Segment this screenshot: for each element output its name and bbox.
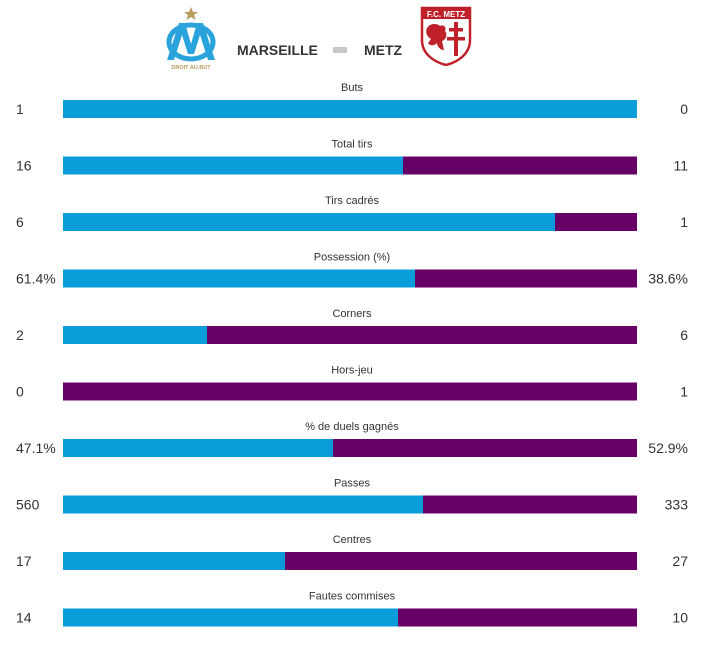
marseille-crest-icon: DROIT AU BUT — [166, 7, 216, 71]
away-bar — [415, 269, 637, 288]
away-bar — [285, 552, 637, 570]
away-value: 1 — [680, 384, 688, 400]
away-value: 10 — [672, 610, 688, 626]
home-bar — [63, 213, 555, 231]
svg-text:DROIT AU BUT: DROIT AU BUT — [171, 65, 211, 71]
away-value: 52.9% — [648, 440, 688, 456]
away-bar — [398, 608, 637, 627]
stat-label: Total tirs — [332, 139, 373, 151]
stat-label: Corners — [332, 308, 372, 320]
away-bar — [63, 382, 637, 401]
home-bar — [63, 156, 403, 175]
home-value: 16 — [16, 158, 32, 174]
home-value: 1 — [16, 101, 24, 117]
stat-label: Buts — [341, 82, 364, 94]
away-bar — [555, 213, 637, 231]
stat-label: Centres — [333, 534, 372, 546]
away-value: 333 — [665, 497, 689, 513]
metz-crest-icon: F.C. METZ — [420, 6, 472, 66]
svg-text:F.C. METZ: F.C. METZ — [427, 10, 465, 19]
versus-separator — [333, 47, 347, 53]
home-value: 61.4% — [16, 271, 56, 287]
away-bar — [403, 156, 637, 175]
away-value: 1 — [680, 214, 688, 230]
stat-label: Hors-jeu — [331, 365, 373, 377]
home-bar — [63, 495, 423, 514]
away-value: 0 — [680, 101, 688, 117]
home-bar — [63, 439, 333, 457]
stat-label: Passes — [334, 478, 371, 490]
away-value: 6 — [680, 327, 688, 343]
home-bar — [63, 100, 637, 118]
away-team-name: METZ — [364, 42, 403, 58]
match-header: DROIT AU BUT MARSEILLE METZ F.C. METZ — [0, 0, 704, 80]
away-bar — [333, 439, 637, 457]
stat-label: Tirs cadrés — [325, 195, 379, 207]
stat-label: % de duels gagnés — [305, 421, 399, 433]
away-bar — [207, 326, 637, 344]
home-value: 2 — [16, 327, 24, 343]
home-value: 14 — [16, 610, 32, 626]
away-value: 38.6% — [648, 271, 688, 287]
home-bar — [63, 326, 207, 344]
home-team-name: MARSEILLE — [237, 42, 318, 58]
home-bar — [63, 269, 415, 288]
away-value: 11 — [673, 158, 688, 174]
home-value: 17 — [16, 553, 32, 569]
home-bar — [63, 608, 398, 627]
stat-label: Possession (%) — [314, 252, 390, 264]
home-value: 560 — [16, 497, 40, 513]
home-value: 6 — [16, 214, 24, 230]
home-value: 47.1% — [16, 440, 56, 456]
home-value: 0 — [16, 384, 24, 400]
stat-label: Fautes commises — [309, 591, 396, 603]
away-value: 27 — [672, 553, 688, 569]
away-bar — [423, 495, 637, 514]
home-bar — [63, 552, 285, 570]
